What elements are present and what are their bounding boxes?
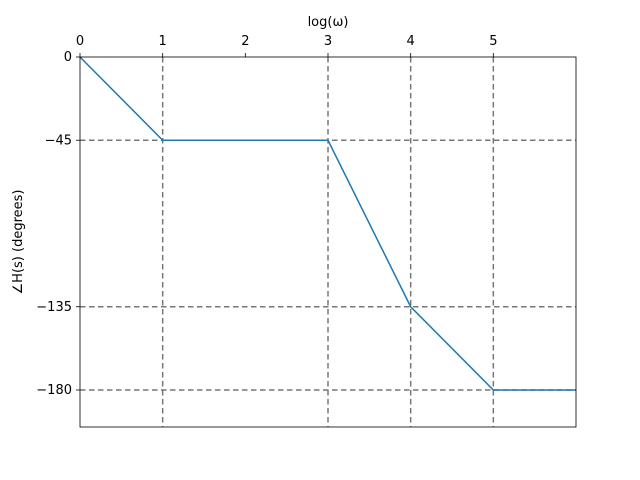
- x-tick-label: 2: [241, 34, 249, 49]
- x-tick-label: 1: [159, 34, 167, 49]
- y-tick-label: −45: [45, 133, 72, 148]
- x-tick-label: 3: [324, 34, 332, 49]
- x-tick-label: 5: [489, 34, 497, 49]
- x-axis-label: log(ω): [308, 15, 349, 30]
- y-axis-label: ∠H(s) (degrees): [11, 190, 26, 295]
- x-tick-label: 4: [407, 34, 415, 49]
- y-tick-label: −180: [36, 383, 72, 398]
- x-tick-label: 0: [76, 34, 84, 49]
- y-tick-label: 0: [64, 50, 72, 65]
- y-tick-label: −135: [36, 300, 72, 315]
- line-series: [79, 56, 576, 391]
